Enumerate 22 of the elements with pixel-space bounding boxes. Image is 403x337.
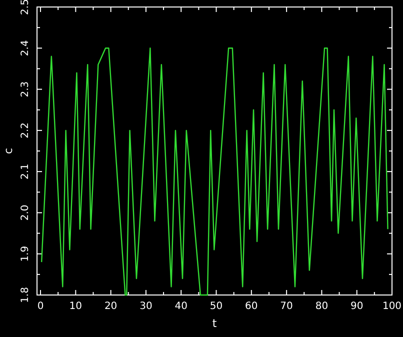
x-tick-label: 90 (350, 301, 364, 312)
x-tick-label: 70 (280, 301, 293, 312)
line-series (40, 48, 388, 296)
x-tick-label: 0 (37, 301, 44, 312)
x-tick-label: 10 (69, 301, 82, 312)
x-tick-label: 60 (245, 301, 258, 312)
y-tick-label: 2.0 (20, 204, 31, 221)
y-tick-label: 2.5 (20, 0, 31, 15)
y-axis-title: c (2, 148, 15, 154)
x-tick-label: 100 (382, 301, 402, 312)
x-tick-label: 50 (210, 301, 223, 312)
y-tick-label: 1.9 (20, 246, 31, 262)
y-tick-label: 2.4 (20, 40, 31, 56)
y-tick-label: 1.8 (20, 287, 31, 303)
x-tick-label: 80 (315, 301, 328, 312)
x-tick-label: 30 (140, 301, 152, 312)
x-tick-label: 40 (174, 301, 188, 312)
y-tick-label: 2.3 (20, 81, 31, 98)
x-tick-label: 20 (104, 301, 118, 312)
x-axis-title: t (212, 317, 218, 330)
y-tick-label: 2.2 (20, 122, 31, 138)
y-tick-label: 2.1 (20, 164, 31, 180)
